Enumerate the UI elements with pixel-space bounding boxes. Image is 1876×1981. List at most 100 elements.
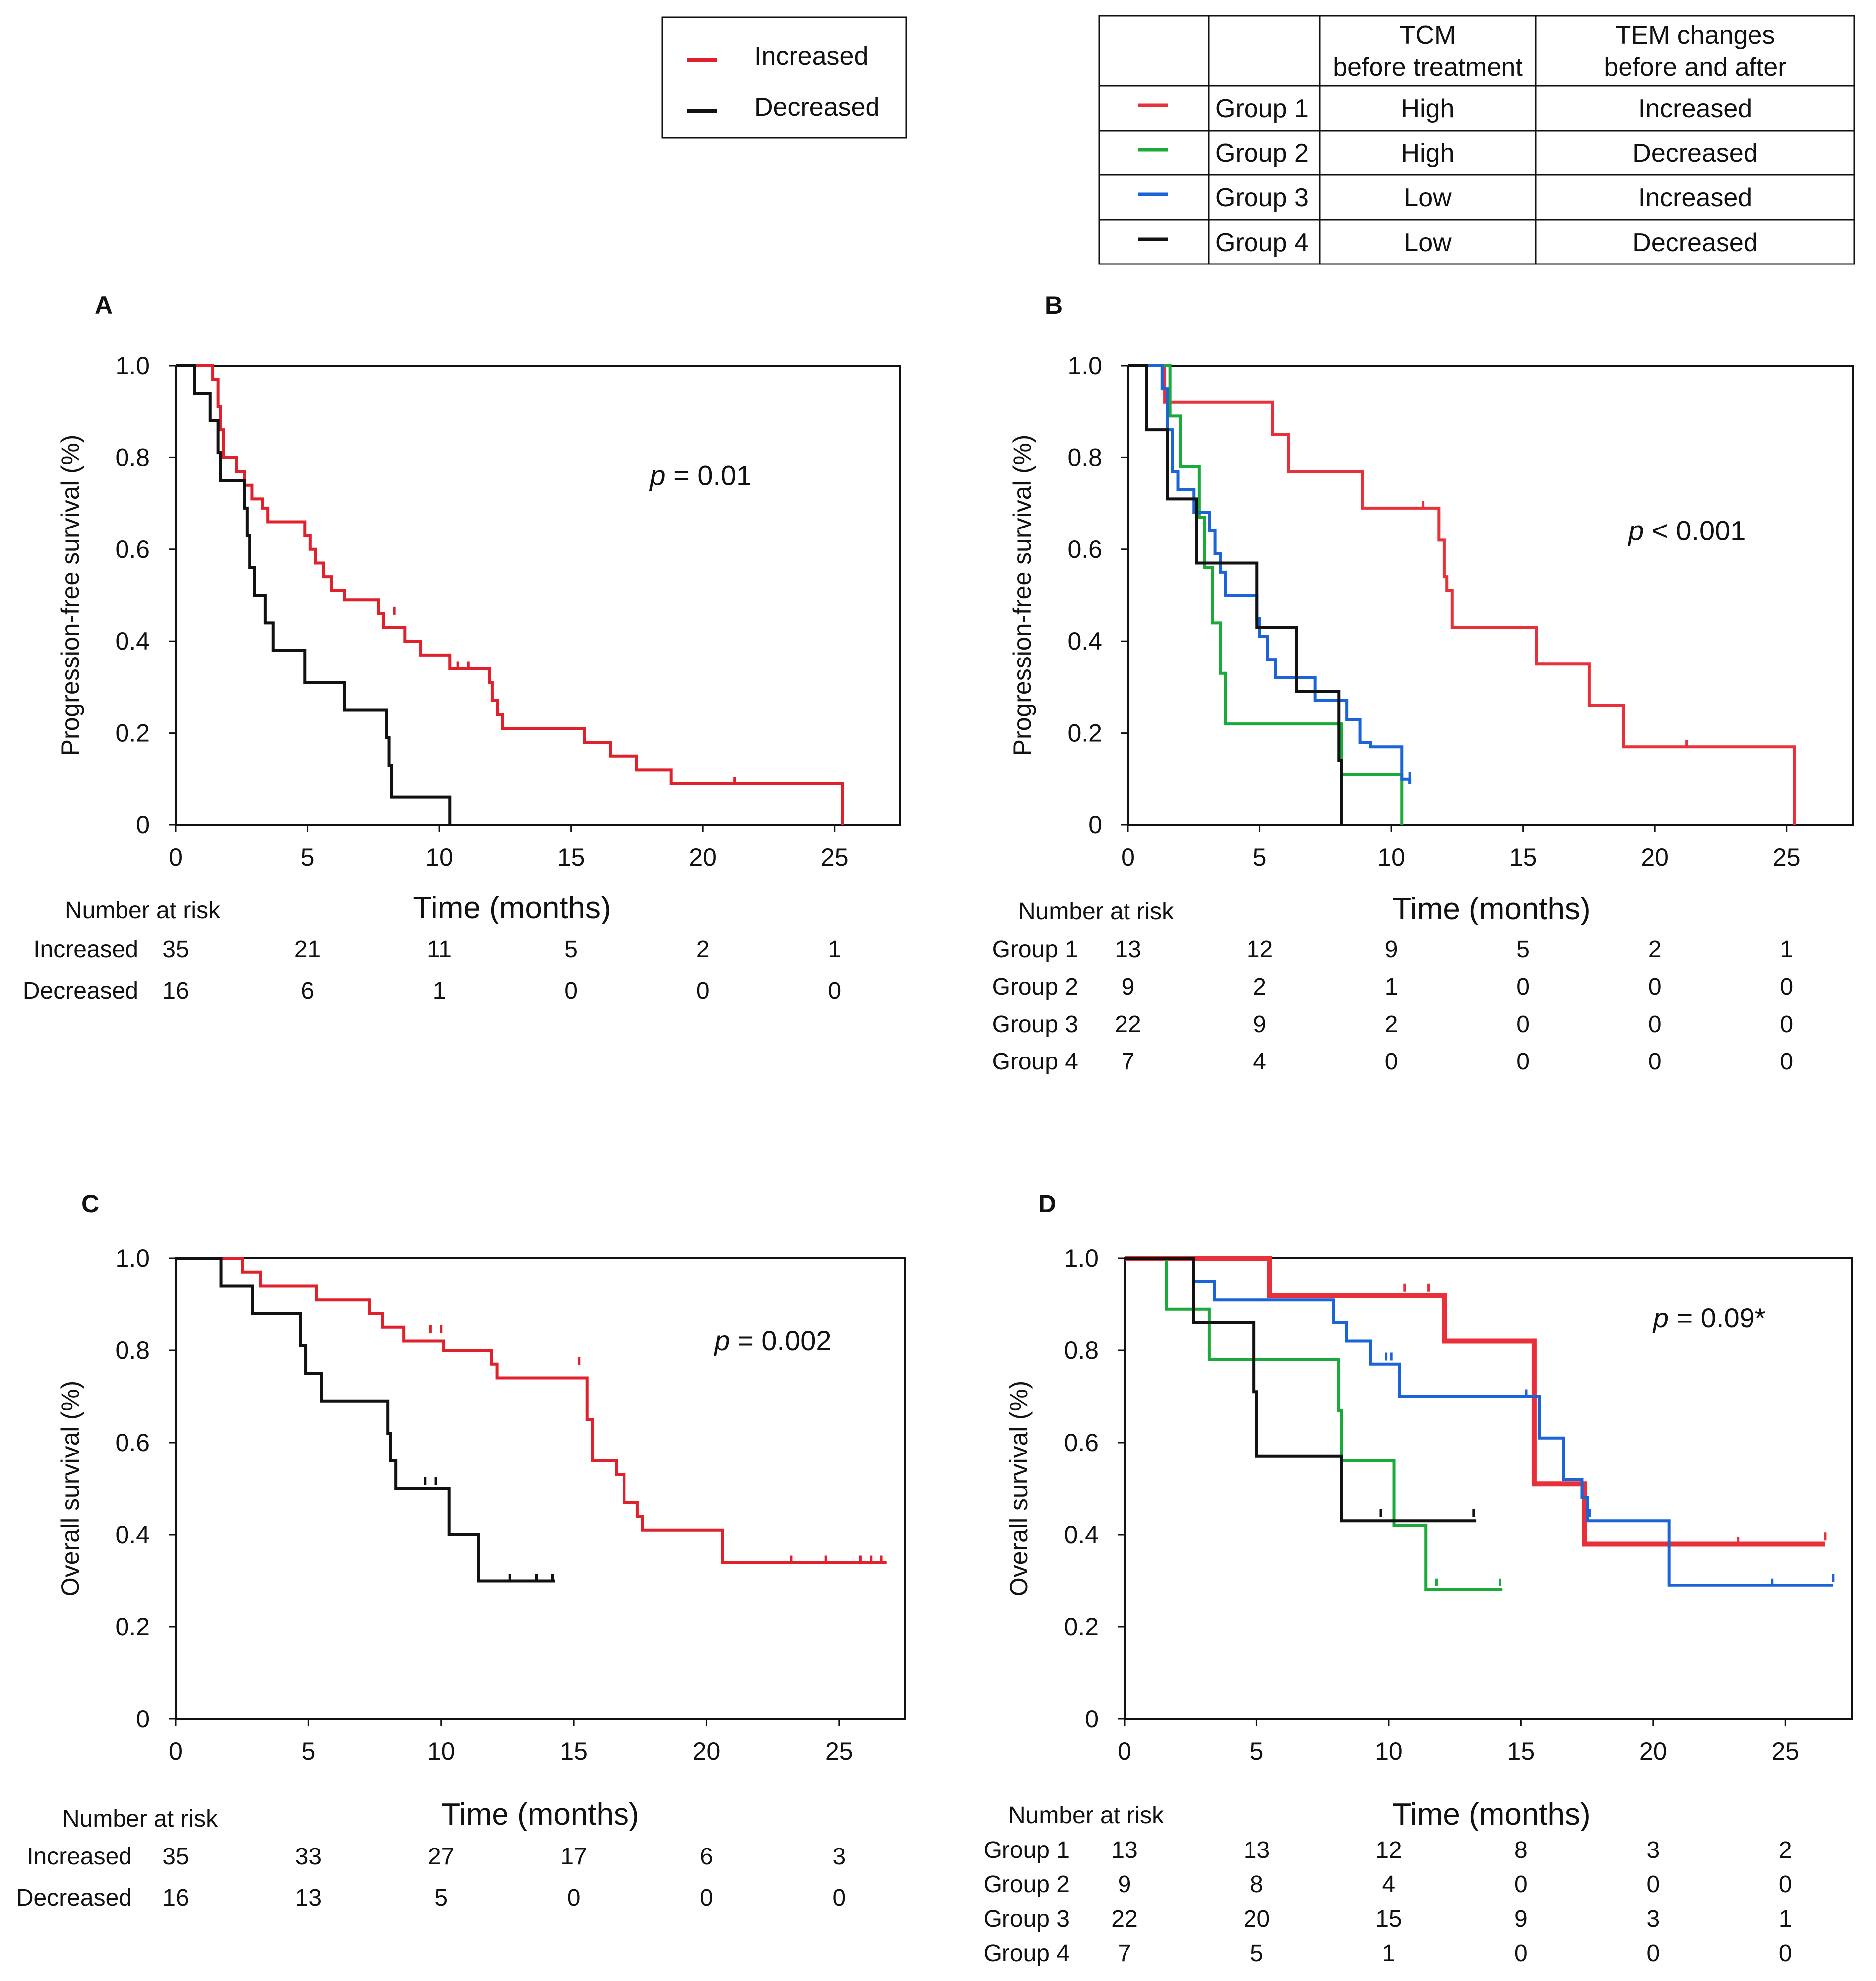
risk-count: 15 — [1376, 1906, 1402, 1932]
risk-count: 2 — [696, 936, 710, 963]
km-curve — [176, 1257, 887, 1564]
risk-row: Increased 35 33 27 17 6 3 — [27, 1844, 846, 1870]
risk-count: 3 — [832, 1844, 846, 1870]
risk-count: 0 — [1514, 1940, 1528, 1967]
risk-count: 0 — [696, 978, 710, 1004]
group-table-row: Group 1 High Increased — [1138, 94, 1752, 123]
p-value-annotation: p < 0.001 — [1627, 515, 1746, 546]
x-tick-label: 5 — [301, 1737, 315, 1765]
panel-letter: D — [1038, 1190, 1056, 1218]
risk-row-label: Group 3 — [992, 1011, 1078, 1038]
y-tick-label: 0 — [1088, 811, 1102, 839]
panel-b: B00.20.40.60.81.00 5 10 15 20 25Progression-f… — [992, 291, 1854, 1075]
y-axis-label: Progression-free survival (%) — [1008, 435, 1036, 756]
group-table: TCM before treatment TEM changes before an… — [1098, 15, 1855, 265]
risk-table: Number at risk Group 1 13 12 9 5 2 1 Group 2 9 2 1 0… — [992, 898, 1794, 1075]
risk-count: 5 — [1250, 1940, 1263, 1967]
risk-count: 13 — [1111, 1837, 1137, 1863]
table-cell-tcm: High — [1401, 94, 1455, 123]
y-tick-label: 1.0 — [115, 352, 150, 380]
risk-count: 20 — [1244, 1906, 1270, 1932]
risk-row-label: Group 2 — [992, 974, 1078, 1000]
risk-count: 5 — [1516, 936, 1530, 963]
risk-count: 4 — [1382, 1871, 1396, 1898]
risk-count: 16 — [162, 1885, 189, 1911]
risk-count: 9 — [1122, 974, 1135, 1000]
group-table-row: Group 2 High Decreased — [1138, 139, 1758, 168]
panel-letter: B — [1045, 291, 1063, 319]
risk-row: Group 3 22 20 15 9 3 1 — [984, 1906, 1792, 1932]
risk-count: 22 — [1111, 1906, 1137, 1932]
risk-count: 21 — [294, 936, 321, 963]
risk-count: 9 — [1253, 1011, 1266, 1038]
risk-row-label: Group 1 — [992, 936, 1078, 963]
y-tick-label: 1.0 — [1067, 352, 1102, 380]
risk-count: 13 — [295, 1885, 322, 1911]
risk-count: 0 — [1780, 1011, 1793, 1038]
risk-count: 0 — [567, 1885, 581, 1911]
risk-table-title: Number at risk — [62, 1806, 218, 1832]
x-tick-label: 15 — [560, 1737, 588, 1765]
risk-count: 2 — [1253, 974, 1266, 1000]
x-tick-label: 10 — [425, 843, 453, 871]
table-header-tem-line2: before and after — [1604, 53, 1786, 82]
km-curve — [176, 364, 844, 825]
risk-count: 5 — [434, 1885, 448, 1911]
x-tick-label: 5 — [1253, 843, 1267, 871]
series-group-4 — [1125, 1257, 1477, 1523]
x-tick-label: 25 — [1771, 1737, 1799, 1765]
table-header-tcm: TCM before treatment — [1333, 21, 1523, 82]
y-tick-label: 0.8 — [115, 443, 150, 471]
table-header-tem-line1: TEM changes — [1616, 21, 1775, 50]
table-cell-tem: Increased — [1638, 94, 1752, 123]
risk-count: 6 — [301, 978, 314, 1004]
legend: Increased Decreased — [661, 16, 907, 139]
group-table-rows: Group 1 High Increased Group 2 High Decreased… — [1138, 94, 1758, 257]
risk-count: 5 — [564, 936, 578, 963]
risk-count: 9 — [1514, 1906, 1528, 1932]
y-tick-label: 0.6 — [1064, 1429, 1099, 1456]
series-group-4 — [1128, 364, 1343, 825]
risk-count: 7 — [1122, 1049, 1135, 1075]
risk-row-label: Group 1 — [984, 1837, 1070, 1863]
km-curve — [176, 364, 452, 825]
group-table-row: Group 3 Low Increased — [1138, 183, 1752, 212]
series-group-2 — [1128, 364, 1404, 825]
risk-count: 27 — [428, 1844, 454, 1870]
risk-row: Decreased 16 6 1 0 0 0 — [23, 978, 841, 1004]
risk-count: 0 — [1648, 974, 1662, 1000]
km-curve — [1128, 364, 1796, 825]
risk-count: 4 — [1253, 1049, 1266, 1075]
x-tick-label: 10 — [1375, 1737, 1403, 1765]
x-tick-label: 20 — [1641, 843, 1669, 871]
p-value-text: = 0.09* — [1669, 1302, 1766, 1333]
x-axis-label: Time (months) — [1392, 892, 1590, 926]
y-tick-label: 0.2 — [1067, 719, 1102, 747]
risk-count: 11 — [427, 936, 452, 963]
series-increased — [176, 1257, 887, 1564]
risk-row: Group 3 22 9 2 0 0 0 — [992, 1011, 1794, 1038]
p-value-text: = 0.002 — [730, 1325, 832, 1356]
p-value-symbol: p — [649, 460, 665, 491]
risk-row-label: Increased — [33, 936, 138, 963]
risk-count: 8 — [1250, 1871, 1263, 1898]
risk-count: 0 — [700, 1885, 713, 1911]
y-axis-label: Overall survival (%) — [56, 1381, 84, 1596]
risk-row: Group 2 9 8 4 0 0 0 — [984, 1871, 1792, 1898]
km-curve — [1125, 1257, 1477, 1523]
p-value-annotation: p = 0.09* — [1652, 1302, 1766, 1333]
p-value-annotation: p = 0.01 — [649, 460, 751, 491]
series-decreased — [176, 364, 452, 825]
p-value-text: < 0.001 — [1644, 515, 1746, 546]
p-value-symbol: p — [713, 1325, 730, 1356]
risk-count: 1 — [433, 978, 446, 1004]
panel-letter: C — [81, 1190, 99, 1218]
x-tick-label: 25 — [821, 843, 849, 871]
y-tick-label: 0.6 — [115, 535, 150, 563]
y-tick-label: 0.2 — [1064, 1613, 1099, 1641]
risk-row-label: Group 4 — [984, 1940, 1070, 1967]
risk-row: Group 2 9 2 1 0 0 0 — [992, 974, 1794, 1000]
risk-count: 22 — [1115, 1011, 1141, 1038]
table-cell-group: Group 3 — [1215, 183, 1309, 212]
